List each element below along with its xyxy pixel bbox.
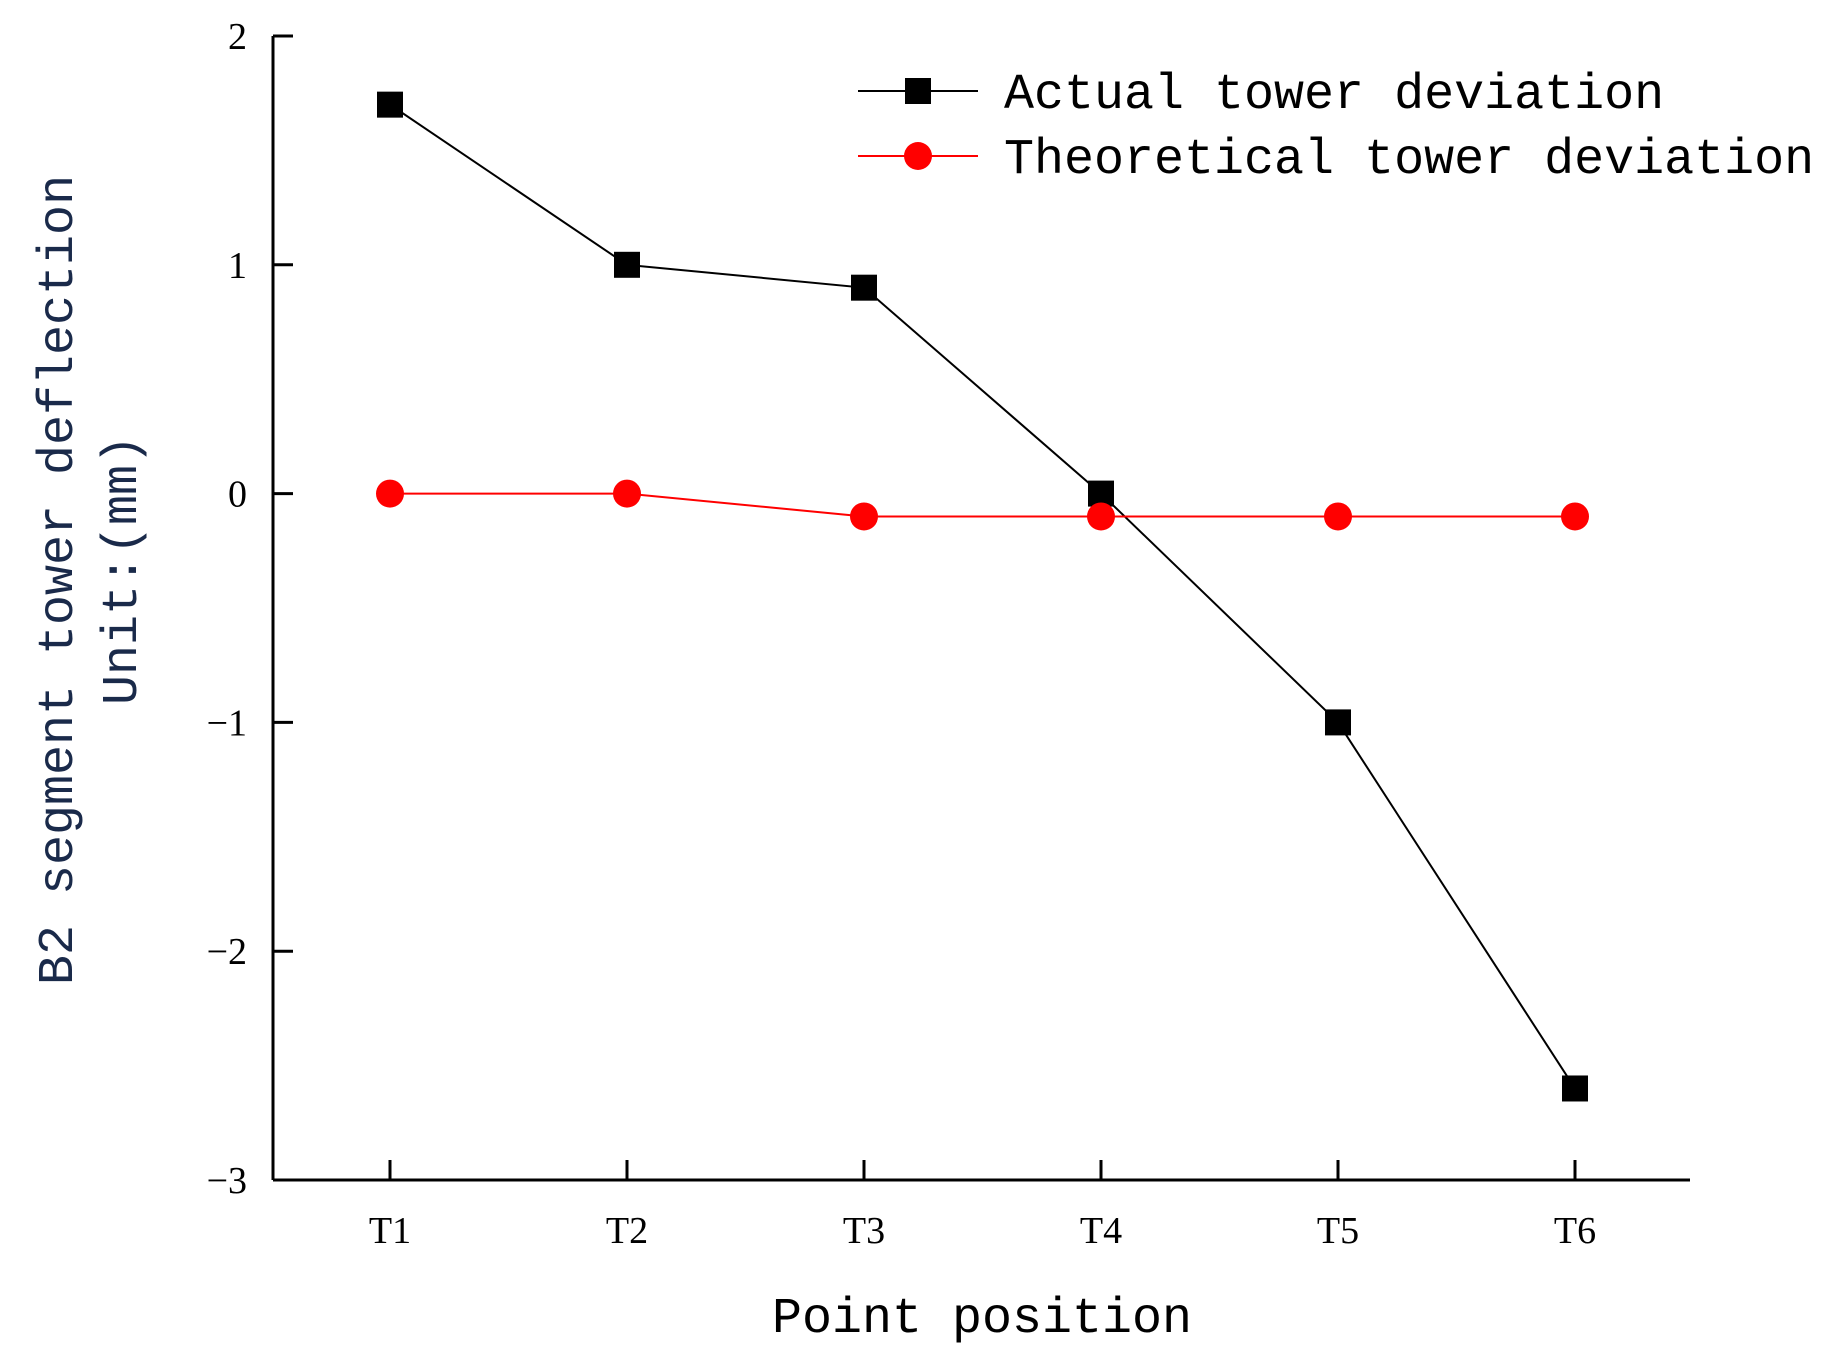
series-markers-actual: [377, 91, 1588, 1102]
data-point-actual: [1562, 1075, 1588, 1102]
data-point-theoretical: [1324, 502, 1352, 531]
x-tick-label: T6: [1554, 1210, 1596, 1252]
series-theoretical: [390, 492, 1575, 518]
series-markers-theoretical: [376, 479, 1589, 531]
x-ticks: T1 T2 T3 T4 T5 T6: [369, 1160, 1596, 1252]
legend-marker-circle-icon: [904, 142, 932, 170]
legend-marker-square-icon: [905, 78, 931, 104]
series-actual: [389, 103, 1576, 1090]
data-point-actual: [377, 91, 403, 118]
axes: [271, 36, 1690, 1182]
legend-label-actual: Actual tower deviation: [1004, 67, 1664, 124]
y-axis-title-line2: Unit:(mm): [95, 435, 152, 705]
legend-item-theoretical: Theoretical tower deviation: [858, 132, 1814, 189]
x-tick-label: T2: [606, 1210, 648, 1252]
x-axis-title: Point position: [772, 1291, 1192, 1348]
legend-label-theoretical: Theoretical tower deviation: [1004, 132, 1814, 189]
data-point-theoretical: [376, 479, 404, 508]
legend: Actual tower deviation Theoretical tower…: [858, 67, 1814, 189]
x-tick-label: T4: [1080, 1210, 1122, 1252]
data-point-actual: [851, 274, 877, 301]
data-point-actual: [614, 251, 640, 278]
series-line-actual: [389, 103, 1576, 1090]
data-point-theoretical: [1561, 502, 1589, 531]
y-tick-label: −3: [207, 1160, 247, 1202]
legend-item-actual: Actual tower deviation: [858, 67, 1664, 124]
data-point-theoretical: [613, 479, 641, 508]
y-tick-label: 1: [228, 245, 247, 287]
y-axis-title-line1: B2 segment tower deflection: [31, 175, 88, 985]
y-ticks: 2 1 0 −1 −2 −3: [207, 16, 293, 1202]
y-tick-label: −2: [207, 931, 247, 973]
data-point-theoretical: [1087, 502, 1115, 531]
y-tick-label: 2: [228, 16, 247, 58]
series-layer: [376, 91, 1589, 1102]
x-tick-label: T5: [1317, 1210, 1359, 1252]
data-point-theoretical: [850, 502, 878, 531]
y-tick-label: −1: [207, 702, 247, 744]
y-tick-label: 0: [228, 474, 247, 516]
data-point-actual: [1088, 480, 1114, 507]
data-point-actual: [1325, 709, 1351, 736]
series-line-theoretical: [390, 492, 1575, 518]
x-tick-label: T1: [369, 1210, 411, 1252]
x-tick-label: T3: [843, 1210, 885, 1252]
